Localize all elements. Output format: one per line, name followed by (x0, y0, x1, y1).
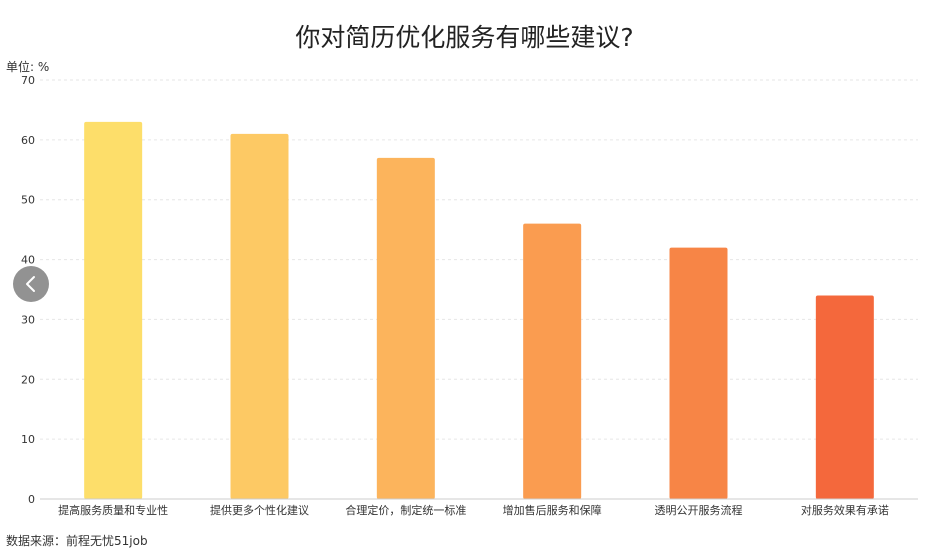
bar[interactable] (230, 133, 289, 499)
y-tick-label: 0 (28, 493, 35, 506)
y-tick-label: 70 (21, 74, 35, 87)
bar[interactable] (669, 247, 728, 499)
grid-lines (40, 79, 918, 440)
chevron-left-icon (26, 276, 35, 292)
y-tick-label: 50 (21, 194, 35, 207)
x-tick-label: 增加售后服务和保障 (503, 503, 602, 517)
x-tick-label: 对服务效果有承诺 (801, 503, 889, 517)
y-axis-ticks: 0 10 20 30 40 50 60 70 (21, 74, 35, 506)
bar[interactable] (376, 157, 435, 500)
bar[interactable] (523, 223, 582, 499)
x-axis-ticks: 提高服务质量和专业性 提供更多个性化建议 合理定价，制定统一标准 增加售后服务和保障 透… (58, 503, 889, 517)
bar[interactable] (815, 295, 874, 499)
chart-title: 你对简历优化服务有哪些建议? (295, 23, 634, 52)
x-tick-label: 合理定价，制定统一标准 (345, 503, 466, 517)
prev-slide-button[interactable] (13, 266, 49, 302)
bar[interactable] (84, 121, 143, 500)
y-tick-label: 10 (21, 433, 35, 446)
x-tick-label: 透明公开服务流程 (655, 503, 743, 517)
y-tick-label: 30 (21, 313, 35, 326)
y-tick-label: 40 (21, 254, 35, 267)
y-tick-label: 60 (21, 134, 35, 147)
y-tick-label: 20 (21, 373, 35, 386)
bars (84, 121, 874, 500)
unit-label: 单位: % (6, 60, 50, 74)
source-label: 数据来源：前程无忧51job (6, 534, 148, 548)
x-tick-label: 提高服务质量和专业性 (58, 503, 168, 517)
x-tick-label: 提供更多个性化建议 (210, 503, 309, 517)
